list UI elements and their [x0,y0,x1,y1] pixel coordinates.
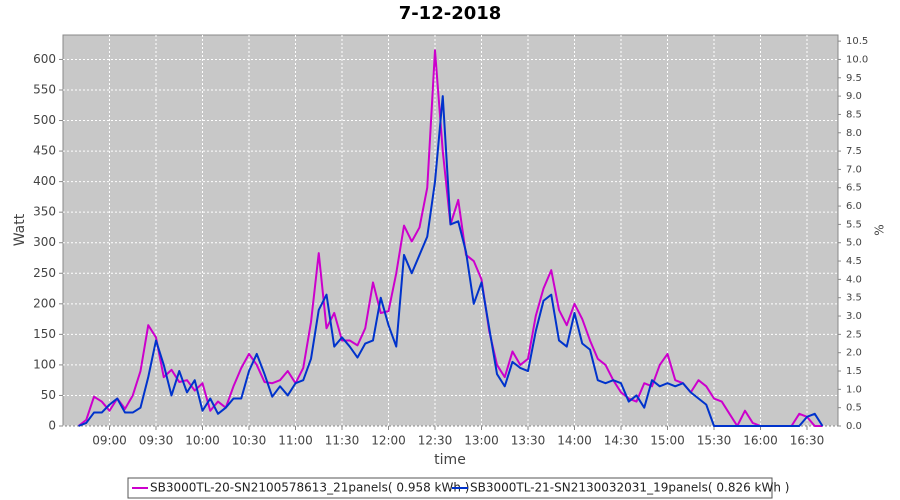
y2-tick-label: 8.5 [846,109,862,120]
x-tick-label: 16:00 [743,434,778,448]
y2-tick-label: 2.5 [846,329,862,340]
y2-tick-label: 8.0 [846,128,862,139]
y-tick-label: 200 [33,296,56,310]
y2-tick-label: 6.5 [846,183,862,194]
x-tick-label: 12:30 [418,434,453,448]
x-tick-label: 09:30 [139,434,174,448]
x-axis-label: time [434,452,466,468]
y2-tick-label: 4.0 [846,274,862,285]
legend [127,477,773,499]
y2-tick-label: 2.0 [846,348,862,359]
y-tick-label: 550 [33,82,56,96]
y-tick-label: 50 [41,388,56,402]
y2-axis-label: % [873,224,887,235]
y-tick-label: 100 [33,357,56,371]
y2-tick-label: 10.5 [846,36,868,47]
y2-tick-label: 1.0 [846,384,862,395]
chart-title: 7-12-2018 [399,3,502,24]
y2-tick-label: 0.0 [846,421,862,432]
y-tick-label: 400 [33,174,56,188]
legend-label: SB3000TL-20-SN2100578613_21panels( 0.958… [150,481,469,495]
y2-tick-label: 9.0 [846,91,862,102]
y2-tick-label: 7.5 [846,146,862,157]
y-axis-label: Watt [12,213,28,246]
series-line [78,95,824,427]
y-tick-label: 450 [33,144,56,158]
y2-tick-label: 5.0 [846,238,862,249]
x-tick-label: 15:00 [650,434,685,448]
x-tick-label: 14:30 [604,434,639,448]
y-tick-label: 300 [33,235,56,249]
y-tick-label: 0 [48,419,56,433]
y-tick-label: 500 [33,113,56,127]
x-tick-label: 10:30 [232,434,267,448]
x-tick-label: 13:00 [464,434,499,448]
y-tick-label: 250 [33,266,56,280]
y2-tick-label: 0.5 [846,403,862,414]
y-tick-label: 350 [33,205,56,219]
y2-tick-label: 4.5 [846,256,862,267]
x-tick-label: 12:00 [371,434,406,448]
x-tick-label: 16:30 [790,434,825,448]
y-tick-label: 150 [33,327,56,341]
y2-tick-label: 3.5 [846,293,862,304]
y2-tick-label: 7.0 [846,164,862,175]
y2-tick-label: 1.5 [846,366,862,377]
x-tick-label: 10:00 [185,434,220,448]
x-tick-label: 14:00 [557,434,592,448]
plot-area [62,34,839,427]
legend-label: SB3000TL-21-SN2130032031_19panels( 0.826… [470,481,789,495]
y2-tick-label: 9.5 [846,73,862,84]
y2-tick-label: 10.0 [846,54,868,65]
y2-tick-label: 6.0 [846,201,862,212]
x-tick-label: 15:30 [697,434,732,448]
y-tick-label: 600 [33,52,56,66]
x-tick-label: 09:00 [92,434,127,448]
y2-tick-label: 5.5 [846,219,862,230]
y2-tick-label: 3.0 [846,311,862,322]
x-tick-label: 11:30 [325,434,360,448]
x-tick-label: 13:30 [511,434,546,448]
x-tick-label: 11:00 [278,434,313,448]
